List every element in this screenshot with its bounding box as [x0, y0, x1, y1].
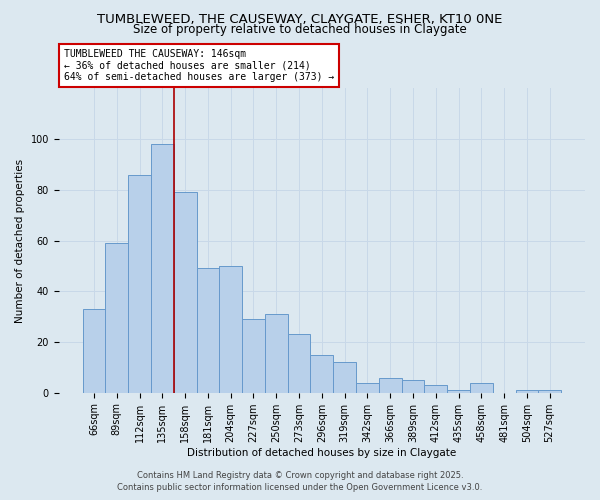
X-axis label: Distribution of detached houses by size in Claygate: Distribution of detached houses by size … — [187, 448, 457, 458]
Text: Size of property relative to detached houses in Claygate: Size of property relative to detached ho… — [133, 22, 467, 36]
Bar — [265, 314, 287, 392]
Bar — [106, 243, 128, 392]
Bar — [174, 192, 197, 392]
Bar — [242, 319, 265, 392]
Bar — [424, 385, 447, 392]
Bar — [219, 266, 242, 392]
Bar — [447, 390, 470, 392]
Bar — [128, 174, 151, 392]
Text: Contains HM Land Registry data © Crown copyright and database right 2025.
Contai: Contains HM Land Registry data © Crown c… — [118, 471, 482, 492]
Bar — [379, 378, 401, 392]
Bar — [515, 390, 538, 392]
Text: TUMBLEWEED, THE CAUSEWAY, CLAYGATE, ESHER, KT10 0NE: TUMBLEWEED, THE CAUSEWAY, CLAYGATE, ESHE… — [97, 12, 503, 26]
Bar — [470, 382, 493, 392]
Bar — [333, 362, 356, 392]
Bar — [151, 144, 174, 392]
Bar — [356, 382, 379, 392]
Text: TUMBLEWEED THE CAUSEWAY: 146sqm
← 36% of detached houses are smaller (214)
64% o: TUMBLEWEED THE CAUSEWAY: 146sqm ← 36% of… — [64, 49, 334, 82]
Bar — [401, 380, 424, 392]
Bar — [197, 268, 219, 392]
Y-axis label: Number of detached properties: Number of detached properties — [15, 158, 25, 322]
Bar — [538, 390, 561, 392]
Bar — [287, 334, 310, 392]
Bar — [83, 309, 106, 392]
Bar — [310, 354, 333, 393]
